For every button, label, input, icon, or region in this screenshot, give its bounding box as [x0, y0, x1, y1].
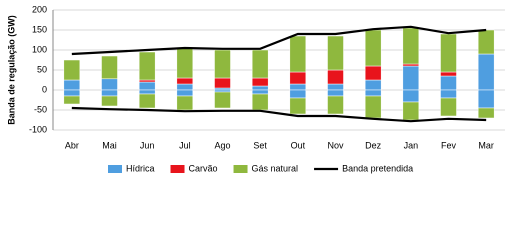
x-tick-label: Mar	[478, 140, 494, 150]
y-tick-label: 150	[32, 24, 47, 34]
bar-segment	[327, 69, 344, 85]
y-tick-label: -50	[34, 104, 47, 114]
bar-segment	[101, 78, 118, 91]
legend-label: Banda pretendida	[342, 163, 413, 173]
bar-segment	[364, 79, 382, 91]
bar-segment	[402, 63, 420, 67]
bar-segment	[440, 71, 457, 77]
bar-segment	[440, 75, 457, 91]
bar-segment	[176, 77, 194, 85]
bar-segment	[251, 49, 269, 79]
bar-segment	[176, 89, 194, 97]
chart: Banda de regulação (GW) -100 -50 0 50 100 150…	[6, 4, 505, 173]
x-tick-label: Ago	[214, 140, 230, 150]
bar-segment	[327, 89, 344, 97]
bar-segment	[214, 89, 231, 93]
y-tick-label: 200	[32, 4, 47, 14]
legend-label: Carvão	[189, 163, 218, 173]
bar-segment	[289, 97, 307, 115]
legend-swatch	[233, 165, 248, 173]
bar-segment	[440, 89, 457, 99]
bar-segment	[402, 27, 420, 65]
bar-segment	[176, 83, 194, 91]
y-tick-label: 0	[42, 84, 47, 94]
bar-segment	[214, 77, 231, 89]
bar-segment	[440, 97, 457, 117]
bar-segment	[214, 49, 231, 79]
y-tick-label: -100	[29, 124, 47, 134]
x-tick-label: Jan	[404, 140, 419, 150]
bar-segment	[402, 65, 420, 91]
bar-segment	[251, 89, 269, 95]
bar-segment	[138, 81, 156, 91]
x-tick-label: Nov	[327, 140, 344, 150]
y-tick-label: 50	[37, 64, 47, 74]
legend-label: Gás natural	[252, 163, 299, 173]
x-tick-label: Abr	[65, 140, 79, 150]
bar-segment	[289, 83, 307, 91]
bar-segment	[138, 51, 156, 81]
bar-segment	[251, 77, 269, 87]
x-tick-label: Fev	[441, 140, 457, 150]
bar-segment	[477, 89, 495, 109]
legend-label: Hídrica	[126, 163, 155, 173]
bar-segment	[138, 79, 156, 83]
bar-segment	[364, 29, 382, 67]
bar-segment	[402, 89, 420, 103]
legend-swatch	[108, 165, 122, 173]
x-tick-label: Jun	[140, 140, 155, 150]
x-tick-label: Dez	[365, 140, 382, 150]
bar-segment	[176, 95, 194, 111]
bar-segment	[63, 59, 81, 81]
bar-segment	[364, 95, 382, 119]
line-series	[71, 25, 487, 56]
bar-segment	[214, 87, 231, 91]
x-tick-label: Mai	[102, 140, 117, 150]
bar-segment	[251, 93, 269, 111]
bar-segment	[63, 89, 81, 97]
bar-segment	[477, 53, 495, 91]
bar-segment	[327, 35, 344, 71]
x-tick-label: Jul	[179, 140, 191, 150]
y-axis-title: Banda de regulação (GW)	[6, 15, 16, 125]
y-tick-label: 100	[32, 44, 47, 54]
bar-segment	[214, 91, 231, 109]
legend-swatch	[170, 165, 185, 173]
x-tick-label: Out	[291, 140, 306, 150]
bar-segment	[327, 83, 344, 91]
bar-segment	[63, 79, 81, 91]
bar-segment	[289, 71, 307, 85]
bar-segment	[402, 101, 420, 121]
bar-segment	[289, 35, 307, 73]
bar-segment	[289, 89, 307, 99]
bar-segment	[477, 29, 495, 55]
line-series	[71, 106, 487, 123]
bar-segment	[101, 55, 118, 80]
bar-segment	[364, 89, 382, 97]
bar-segment	[63, 95, 81, 105]
bar-segment	[176, 47, 194, 79]
bar-segment	[101, 95, 118, 107]
bar-segment	[138, 89, 156, 95]
bar-segment	[101, 89, 118, 97]
x-tick-label: Set	[253, 140, 267, 150]
bar-segment	[440, 33, 457, 73]
bar-segment	[138, 93, 156, 109]
bar-segment	[364, 65, 382, 81]
bar-segment	[327, 95, 344, 115]
bar-segment	[477, 107, 495, 119]
bar-segment	[251, 85, 269, 91]
